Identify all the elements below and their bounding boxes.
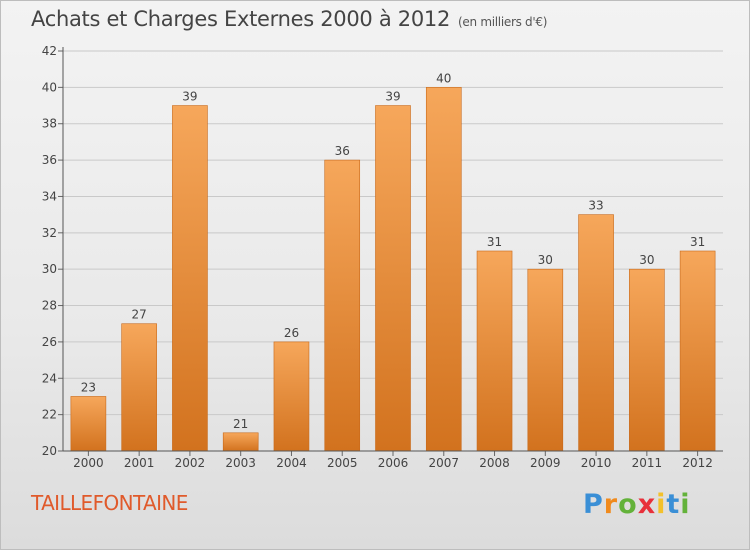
y-tick-label: 28: [42, 299, 57, 313]
y-tick-label: 36: [42, 153, 57, 167]
x-tick-label: 2004: [276, 456, 307, 470]
y-tick-label: 40: [42, 80, 57, 94]
bar: [70, 396, 107, 452]
y-tick-label: 38: [42, 117, 57, 131]
y-tick-label: 30: [42, 262, 57, 276]
x-tick-label: 2006: [378, 456, 409, 470]
y-tick-label: 22: [42, 408, 57, 422]
bar-value-label: 27: [132, 308, 147, 322]
bar-value-label: 30: [639, 253, 654, 267]
bar-value-label: 31: [690, 235, 705, 249]
x-tick-label: 2009: [530, 456, 561, 470]
title-text: Achats et Charges Externes 2000 à 2012: [31, 7, 451, 31]
x-tick-label: 2001: [124, 456, 155, 470]
x-tick-label: 2000: [73, 456, 104, 470]
axes: [58, 47, 723, 456]
logo-letter: P: [583, 489, 604, 520]
bar: [121, 323, 157, 452]
unit-label: (en milliers d'€): [458, 15, 548, 29]
logo-letter: r: [603, 489, 619, 520]
bar-value-label: 39: [385, 90, 400, 104]
logo-letter: i: [656, 489, 667, 520]
bar-value-label: 39: [182, 90, 197, 104]
bar-value-label: 26: [284, 326, 299, 340]
y-tick-label: 26: [42, 335, 57, 349]
bar-value-label: 21: [233, 417, 248, 431]
x-tick-label: 2012: [682, 456, 713, 470]
x-tick-label: 2008: [479, 456, 510, 470]
x-tick-label: 2011: [632, 456, 663, 470]
bars: [70, 87, 716, 452]
bar-value-label: 36: [335, 144, 350, 158]
y-tick-label: 20: [42, 444, 57, 458]
logo-letter: i: [680, 489, 691, 520]
bar-value-label: 30: [538, 253, 553, 267]
logo-letter: t: [666, 489, 681, 520]
logo-letter: x: [637, 489, 657, 520]
bar: [222, 432, 259, 452]
chart-title: Achats et Charges Externes 2000 à 2012 (e…: [31, 7, 547, 31]
bar: [375, 105, 411, 452]
x-tick-label: 2002: [175, 456, 206, 470]
bar: [578, 214, 614, 452]
x-tick-label: 2007: [428, 456, 459, 470]
bar: [324, 159, 361, 452]
bar: [425, 87, 462, 452]
y-tick-label: 34: [42, 189, 57, 203]
bar-value-label: 33: [588, 199, 603, 213]
logo-letter: o: [618, 489, 638, 520]
x-tick-label: 2010: [581, 456, 612, 470]
bar-value-label: 31: [487, 235, 502, 249]
location-name: TAILLEFONTAINE: [31, 491, 188, 515]
bar-value-label: 23: [81, 380, 96, 394]
y-tick-label: 32: [42, 226, 57, 240]
labels: 20 22 24 26 28 30 32 34 36 38 40 42 23 2000 27 2001 39 20…: [42, 44, 713, 470]
y-tick-label: 42: [42, 44, 57, 58]
bar: [273, 341, 310, 452]
bar: [629, 268, 665, 452]
proxiti-logo: Proxiti: [583, 489, 691, 520]
bar: [172, 105, 208, 452]
bar: [527, 268, 564, 452]
bar: [476, 250, 513, 452]
y-tick-label: 24: [42, 371, 57, 385]
bar: [679, 250, 716, 452]
x-tick-label: 2005: [327, 456, 358, 470]
x-tick-label: 2003: [225, 456, 256, 470]
bar-value-label: 40: [436, 71, 451, 85]
